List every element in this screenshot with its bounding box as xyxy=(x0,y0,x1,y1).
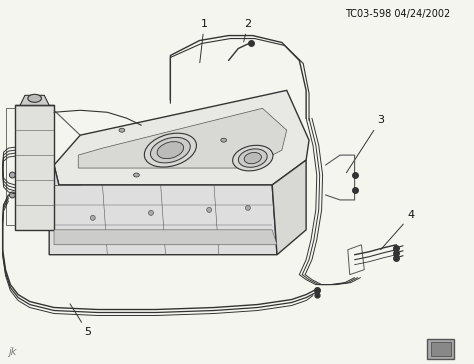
Ellipse shape xyxy=(119,128,125,132)
Text: 3: 3 xyxy=(346,115,384,173)
Ellipse shape xyxy=(207,207,211,212)
Ellipse shape xyxy=(144,133,196,167)
Text: jk: jk xyxy=(9,347,17,357)
Polygon shape xyxy=(78,108,287,168)
Text: 5: 5 xyxy=(70,304,91,337)
Ellipse shape xyxy=(246,205,250,210)
Ellipse shape xyxy=(238,149,267,167)
Ellipse shape xyxy=(221,138,227,142)
Text: 1: 1 xyxy=(200,19,208,63)
Polygon shape xyxy=(20,95,49,105)
FancyBboxPatch shape xyxy=(431,343,451,356)
Ellipse shape xyxy=(9,192,15,198)
Ellipse shape xyxy=(28,94,41,102)
Polygon shape xyxy=(15,105,54,230)
Ellipse shape xyxy=(91,215,95,220)
Polygon shape xyxy=(49,165,277,255)
Ellipse shape xyxy=(157,142,183,159)
FancyBboxPatch shape xyxy=(428,339,455,359)
Polygon shape xyxy=(272,160,306,255)
Polygon shape xyxy=(54,90,309,185)
Text: 2: 2 xyxy=(244,19,252,42)
Ellipse shape xyxy=(9,172,15,178)
Ellipse shape xyxy=(134,173,139,177)
Ellipse shape xyxy=(233,145,273,171)
Ellipse shape xyxy=(244,153,262,164)
Polygon shape xyxy=(54,230,277,245)
Text: 4: 4 xyxy=(381,210,415,250)
Ellipse shape xyxy=(148,210,154,215)
Text: TC03-598 04/24/2002: TC03-598 04/24/2002 xyxy=(345,9,450,19)
Ellipse shape xyxy=(150,137,190,163)
